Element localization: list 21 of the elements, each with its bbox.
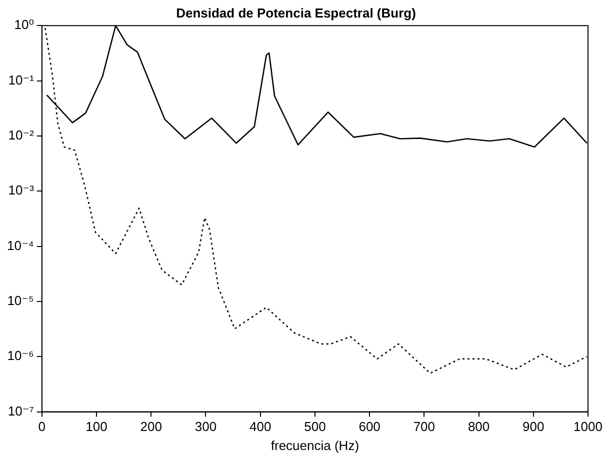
x-tick-label: 800 bbox=[468, 419, 490, 434]
y-tick-label: 10⁻² bbox=[8, 128, 35, 143]
x-tick-label: 500 bbox=[304, 419, 326, 434]
y-tick-label: 10⁰ bbox=[14, 17, 34, 32]
x-axis-title: frecuencia (Hz) bbox=[270, 438, 360, 453]
chart-title: Densidad de Potencia Espectral (Burg) bbox=[176, 5, 416, 20]
x-tick-label: 0 bbox=[38, 419, 46, 434]
x-tick-label: 100 bbox=[86, 419, 108, 434]
x-tick-label: 1000 bbox=[574, 419, 602, 434]
y-tick-label: 10⁻⁴ bbox=[6, 238, 34, 253]
x-tick-label: 600 bbox=[358, 419, 380, 434]
y-tick-label: 10⁻⁵ bbox=[7, 293, 34, 308]
x-tick-label: 200 bbox=[140, 419, 162, 434]
y-tick-label: 10⁻¹ bbox=[8, 72, 35, 88]
x-tick-label: 400 bbox=[249, 419, 272, 434]
y-tick-label: 10⁻³ bbox=[8, 182, 35, 198]
x-tick-label: 300 bbox=[194, 419, 217, 434]
x-tick-label: 900 bbox=[522, 419, 544, 434]
y-tick-label: 10⁻⁷ bbox=[8, 403, 34, 418]
x-tick-label: 700 bbox=[413, 419, 436, 434]
y-tick-label: 10⁻⁶ bbox=[7, 348, 34, 364]
